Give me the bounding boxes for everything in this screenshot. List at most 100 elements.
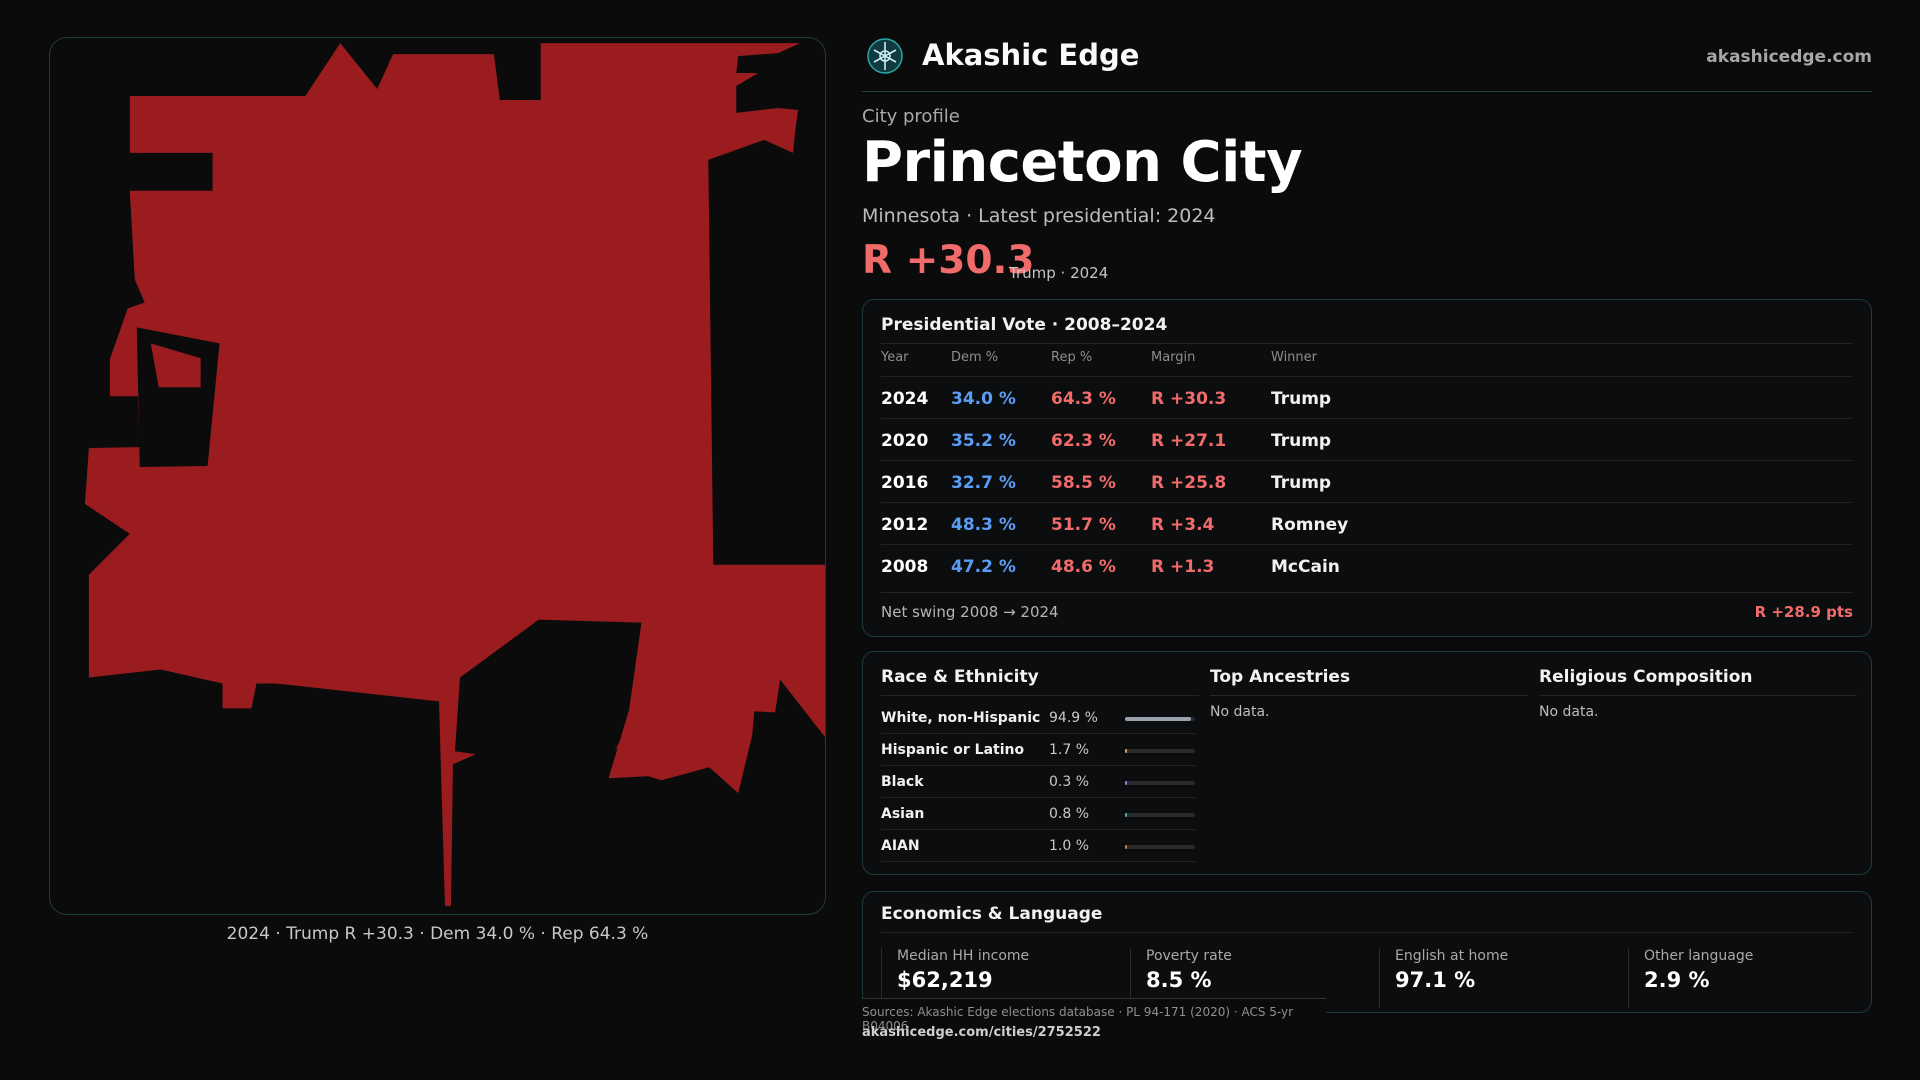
race-bar-fill	[1125, 813, 1128, 817]
table-row: 2016 32.7 % 58.5 % R +25.8 Trump	[881, 460, 1853, 502]
race-bar	[1125, 813, 1195, 817]
race-pct: 0.3 %	[1049, 774, 1090, 790]
table-row: 2012 48.3 % 51.7 % R +3.4 Romney	[881, 502, 1853, 544]
cell-margin: R +30.3	[1151, 389, 1227, 409]
akashic-edge-logo-icon[interactable]	[866, 37, 904, 75]
ancestries-title: Top Ancestries	[1210, 667, 1351, 687]
stat-value: 2.9 %	[1644, 968, 1710, 992]
table-row: 2008 47.2 % 48.6 % R +1.3 McCain	[881, 544, 1853, 586]
presidential-vote-card: Presidential Vote · 2008–2024 Year Dem %…	[862, 299, 1872, 637]
stat-value: 8.5 %	[1146, 968, 1212, 992]
header-rep: Rep %	[1051, 350, 1093, 365]
stat-poverty-rate: Poverty rate 8.5 %	[1130, 948, 1360, 1008]
race-bar	[1125, 749, 1195, 753]
race-name: White, non-Hispanic	[881, 710, 1041, 726]
cell-winner: Trump	[1271, 431, 1332, 451]
economics-title: Economics & Language	[881, 904, 1103, 924]
race-pct: 1.7 %	[1049, 742, 1090, 758]
site-link[interactable]: akashicedge.com	[1706, 47, 1872, 67]
race-bar	[1125, 717, 1195, 721]
header-margin: Margin	[1151, 350, 1196, 365]
cell-rep: 62.3 %	[1051, 431, 1116, 451]
stat-label: Other language	[1644, 948, 1754, 964]
divider	[881, 695, 1199, 696]
map-cover-inset	[150, 343, 201, 388]
cell-rep: 51.7 %	[1051, 515, 1116, 535]
list-item: AIAN 1.0 %	[881, 830, 1197, 862]
stat-value: $62,219	[897, 968, 993, 992]
cell-dem: 48.3 %	[951, 515, 1016, 535]
stat-label: English at home	[1395, 948, 1509, 964]
list-item: Hispanic or Latino 1.7 %	[881, 734, 1197, 766]
headline-margin: R +30.3	[862, 238, 1035, 283]
list-item: Black 0.3 %	[881, 766, 1197, 798]
table-row: 2024 34.0 % 64.3 % R +30.3 Trump	[881, 376, 1853, 418]
list-item: Asian 0.8 %	[881, 798, 1197, 830]
cell-rep: 64.3 %	[1051, 389, 1116, 409]
cell-margin: R +27.1	[1151, 431, 1227, 451]
cell-year: 2016	[881, 473, 929, 493]
race-name: Black	[881, 774, 924, 790]
divider	[881, 932, 1853, 933]
vote-card-title: Presidential Vote · 2008–2024	[881, 315, 1168, 335]
religion-empty: No data.	[1539, 704, 1599, 720]
site-header: Akashic Edge akashicedge.com	[862, 30, 1872, 92]
stat-other-language: Other language 2.9 %	[1628, 948, 1858, 1008]
cell-dem: 35.2 %	[951, 431, 1016, 451]
race-bar	[1125, 781, 1195, 785]
cell-year: 2008	[881, 557, 929, 577]
stat-english-at-home: English at home 97.1 %	[1379, 948, 1609, 1008]
stat-label: Median HH income	[897, 948, 1030, 964]
city-boundary-shape	[84, 43, 825, 906]
city-boundary-map	[84, 43, 825, 906]
cell-margin: R +1.3	[1151, 557, 1215, 577]
header-dem: Dem %	[951, 350, 999, 365]
net-swing-label: Net swing 2008 → 2024	[881, 603, 1059, 621]
race-bar	[1125, 845, 1195, 849]
map-hole-west	[136, 327, 220, 468]
brand-name[interactable]: Akashic Edge	[922, 38, 1140, 72]
religion-title: Religious Composition	[1539, 667, 1753, 687]
header-winner: Winner	[1271, 350, 1318, 365]
race-pct: 0.8 %	[1049, 806, 1090, 822]
map-caption: 2024 · Trump R +30.3 · Dem 34.0 % · Rep …	[226, 924, 649, 944]
religion-section: Religious Composition No data.	[1539, 652, 1857, 874]
divider	[1210, 695, 1528, 696]
race-bar-fill	[1125, 845, 1128, 849]
cell-year: 2024	[881, 389, 929, 409]
divider	[1539, 695, 1857, 696]
race-name: Hispanic or Latino	[881, 742, 1025, 758]
cell-dem: 34.0 %	[951, 389, 1016, 409]
net-swing-value: R +28.9 pts	[1754, 603, 1853, 621]
headline-margin-note: Trump · 2024	[1009, 264, 1109, 282]
cell-dem: 32.7 %	[951, 473, 1016, 493]
cell-winner: Romney	[1271, 515, 1349, 535]
race-bar-fill	[1125, 749, 1128, 753]
race-bar-fill	[1125, 717, 1192, 721]
vote-table-header: Year Dem % Rep % Margin Winner	[881, 350, 1853, 376]
cell-year: 2020	[881, 431, 929, 451]
cell-year: 2012	[881, 515, 929, 535]
race-name: Asian	[881, 806, 925, 822]
race-name: AIAN	[881, 838, 920, 854]
cell-winner: Trump	[1271, 473, 1332, 493]
profile-kicker: City profile	[862, 106, 960, 127]
stat-label: Poverty rate	[1146, 948, 1232, 964]
race-title: Race & Ethnicity	[881, 667, 1039, 687]
page-url-link[interactable]: akashicedge.com/cities/2752522	[862, 1025, 1101, 1040]
net-swing-row: Net swing 2008 → 2024 R +28.9 pts	[881, 592, 1853, 626]
stat-median-income: Median HH income $62,219	[881, 948, 1111, 1008]
ancestries-section: Top Ancestries No data.	[1210, 652, 1528, 874]
race-pct: 1.0 %	[1049, 838, 1090, 854]
page-title: Princeton City	[862, 130, 1303, 195]
cell-dem: 47.2 %	[951, 557, 1016, 577]
sources-note: Sources: Akashic Edge elections database…	[862, 998, 1326, 1033]
cell-margin: R +3.4	[1151, 515, 1215, 535]
cell-winner: Trump	[1271, 389, 1332, 409]
cell-rep: 48.6 %	[1051, 557, 1116, 577]
cell-winner: McCain	[1271, 557, 1340, 577]
economics-card: Economics & Language Median HH income $6…	[862, 891, 1872, 1013]
city-map[interactable]	[49, 37, 826, 915]
stat-value: 97.1 %	[1395, 968, 1476, 992]
race-bar-fill	[1125, 781, 1128, 785]
